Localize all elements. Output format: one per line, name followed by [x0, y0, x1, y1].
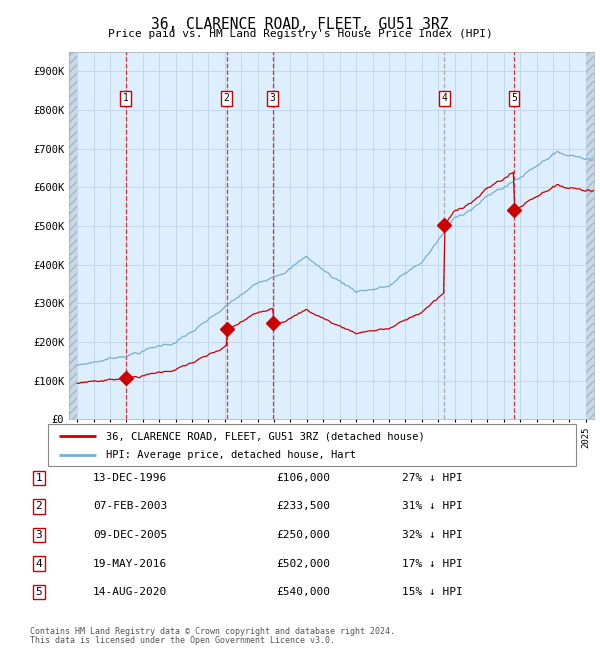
Text: 07-FEB-2003: 07-FEB-2003: [93, 501, 167, 512]
Text: 4: 4: [442, 94, 448, 103]
Text: 5: 5: [35, 587, 43, 597]
Text: 2: 2: [35, 501, 43, 512]
Text: £233,500: £233,500: [276, 501, 330, 512]
Text: 4: 4: [35, 558, 43, 569]
Text: 27% ↓ HPI: 27% ↓ HPI: [402, 473, 463, 483]
Text: 13-DEC-1996: 13-DEC-1996: [93, 473, 167, 483]
Text: 5: 5: [511, 94, 517, 103]
Bar: [69, 52, 77, 419]
Text: Price paid vs. HM Land Registry's House Price Index (HPI): Price paid vs. HM Land Registry's House …: [107, 29, 493, 39]
Text: £106,000: £106,000: [276, 473, 330, 483]
Text: 1: 1: [35, 473, 43, 483]
Text: 2: 2: [224, 94, 229, 103]
Text: 19-MAY-2016: 19-MAY-2016: [93, 558, 167, 569]
Text: 3: 3: [270, 94, 276, 103]
Text: 09-DEC-2005: 09-DEC-2005: [93, 530, 167, 540]
Text: 1: 1: [122, 94, 128, 103]
Text: 3: 3: [35, 530, 43, 540]
Text: 31% ↓ HPI: 31% ↓ HPI: [402, 501, 463, 512]
Text: Contains HM Land Registry data © Crown copyright and database right 2024.: Contains HM Land Registry data © Crown c…: [30, 627, 395, 636]
Text: 36, CLARENCE ROAD, FLEET, GU51 3RZ: 36, CLARENCE ROAD, FLEET, GU51 3RZ: [151, 17, 449, 32]
Text: 36, CLARENCE ROAD, FLEET, GU51 3RZ (detached house): 36, CLARENCE ROAD, FLEET, GU51 3RZ (deta…: [106, 432, 425, 441]
Text: HPI: Average price, detached house, Hart: HPI: Average price, detached house, Hart: [106, 450, 356, 460]
FancyBboxPatch shape: [48, 424, 576, 466]
Text: 32% ↓ HPI: 32% ↓ HPI: [402, 530, 463, 540]
Text: 17% ↓ HPI: 17% ↓ HPI: [402, 558, 463, 569]
Text: £540,000: £540,000: [276, 587, 330, 597]
Text: £250,000: £250,000: [276, 530, 330, 540]
Text: This data is licensed under the Open Government Licence v3.0.: This data is licensed under the Open Gov…: [30, 636, 335, 645]
Text: £502,000: £502,000: [276, 558, 330, 569]
Text: 15% ↓ HPI: 15% ↓ HPI: [402, 587, 463, 597]
Bar: [586, 52, 594, 419]
Text: 14-AUG-2020: 14-AUG-2020: [93, 587, 167, 597]
